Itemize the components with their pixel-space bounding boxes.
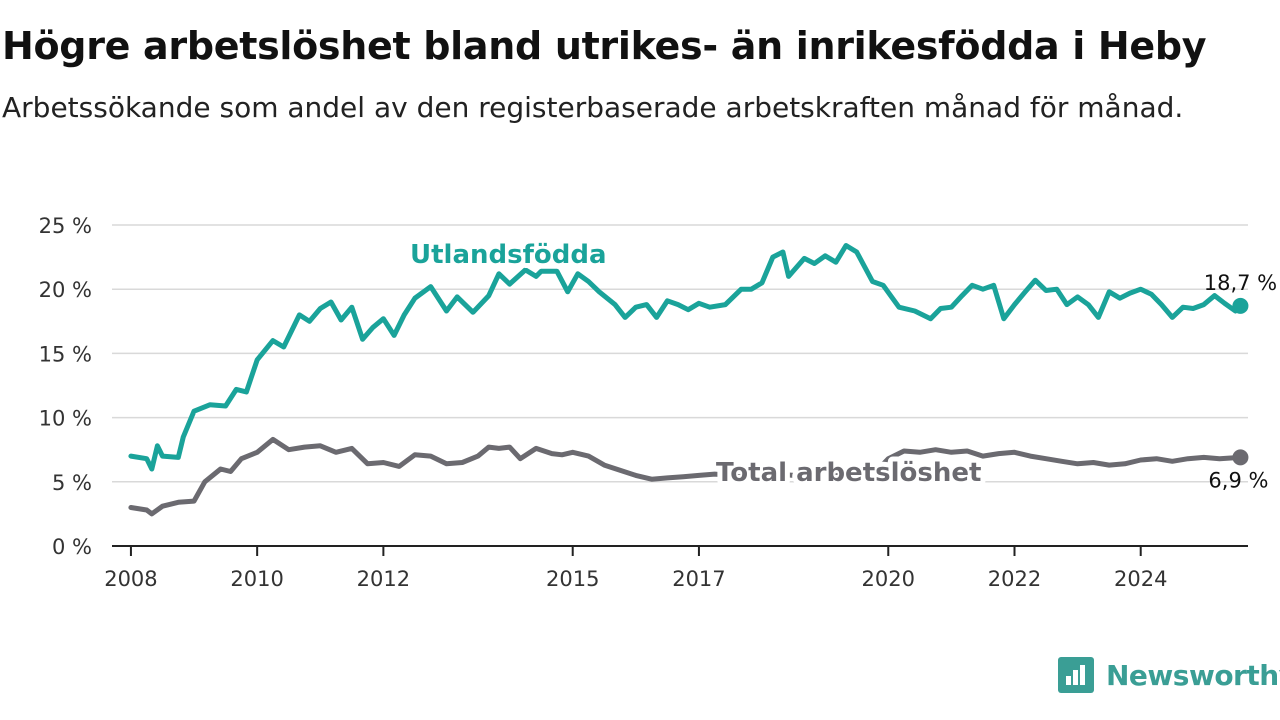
x-axis: 2008 2010 2012 2015 2017 2020 2022 2024 [104,545,1248,591]
series-end-marker [1232,297,1249,314]
newsworthy-logo: Newsworthy [1058,655,1280,695]
chart-subtitle: Arbetssökande som andel av den registerb… [2,91,1184,124]
y-tick-label: 5 % [52,471,92,495]
x-tick-label: 2012 [357,567,410,591]
x-tick-label: 2022 [988,567,1041,591]
x-tick-label: 2015 [546,567,599,591]
series-name-label: Utlandsfödda [410,240,607,270]
y-tick-label: 25 % [39,214,92,238]
series-line-total [128,436,1243,517]
series-lines [128,243,1249,517]
y-tick-label: 0 % [52,535,92,559]
series-name-label-halo: Utlandsfödda [410,240,607,270]
x-tick-label: 2017 [672,567,725,591]
x-tick-label: 2020 [862,567,915,591]
brand-name: Newsworthy [1106,658,1280,692]
series-name-label-halo: Total arbetslöshet [716,458,981,488]
series-name-label: Total arbetslöshet [716,458,981,488]
x-tick-label: 2010 [230,567,283,591]
series-line-utlandsfodda [128,243,1243,472]
end-value-label-total: 6,9 % [1208,468,1268,492]
series-end-marker [1232,449,1249,466]
x-tick-label: 2024 [1114,567,1167,591]
x-tick-label: 2008 [104,567,157,591]
y-tick-label: 20 % [39,278,92,302]
y-tick-label: 15 % [39,342,92,366]
y-axis-tick-labels: 0 % 5 % 10 % 15 % 20 % 25 % [39,214,92,559]
end-value-label-utlandsfodda: 18,7 % [1204,271,1277,295]
y-tick-label: 10 % [39,407,92,431]
chart-title: Högre arbetslöshet bland utrikes- än inr… [2,24,1207,68]
bar-chart-badge-icon [1058,657,1094,693]
